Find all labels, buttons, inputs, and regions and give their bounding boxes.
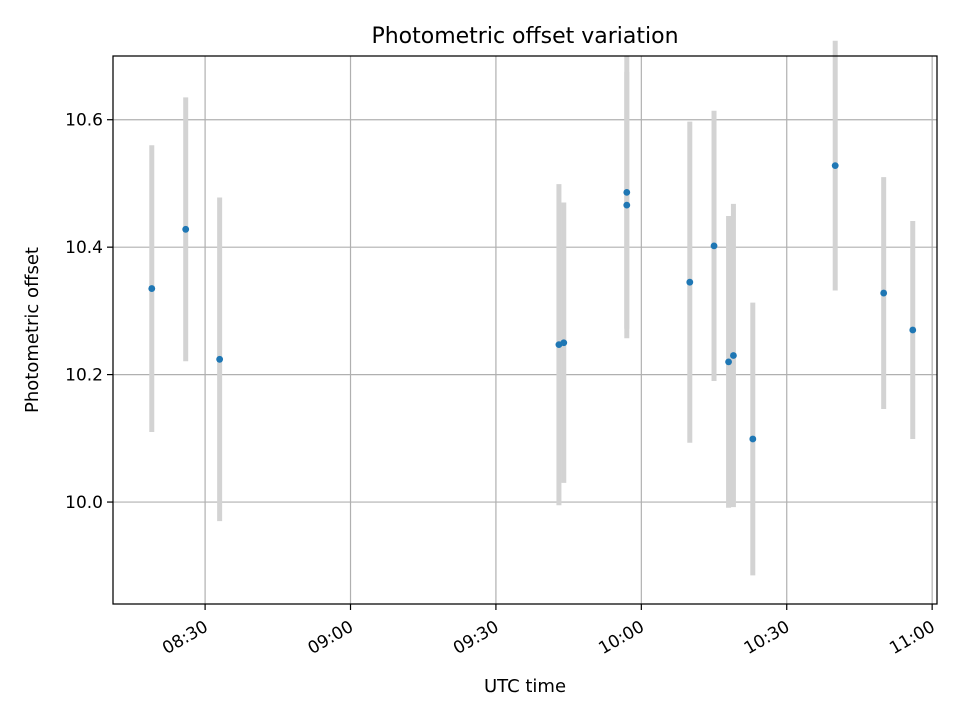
data-point (749, 435, 757, 443)
x-axis-label: UTC time (484, 676, 566, 697)
y-tick-label: 10.6 (65, 111, 103, 131)
data-point (686, 278, 694, 286)
data-point (623, 201, 631, 209)
data-point (831, 162, 839, 170)
plot-frame (112, 55, 938, 605)
data-points (148, 162, 917, 443)
data-point (880, 289, 888, 297)
y-tick-label: 10.4 (65, 238, 103, 258)
y-axis-ticks: 10.0 10.2 10.4 10.6 (65, 111, 113, 513)
data-point (725, 358, 732, 366)
data-point (909, 326, 917, 334)
y-axis-label: Photometric offset (22, 247, 43, 413)
data-point (148, 285, 156, 292)
data-point (182, 225, 190, 233)
y-tick-label: 10.2 (65, 366, 103, 386)
data-point (560, 339, 568, 347)
data-point (623, 188, 631, 196)
y-tick-label: 10.0 (65, 493, 103, 513)
data-point (730, 352, 737, 359)
chart-title: Photometric offset variation (371, 24, 678, 49)
data-point (216, 355, 224, 363)
data-point (710, 242, 718, 250)
grid (113, 56, 937, 604)
